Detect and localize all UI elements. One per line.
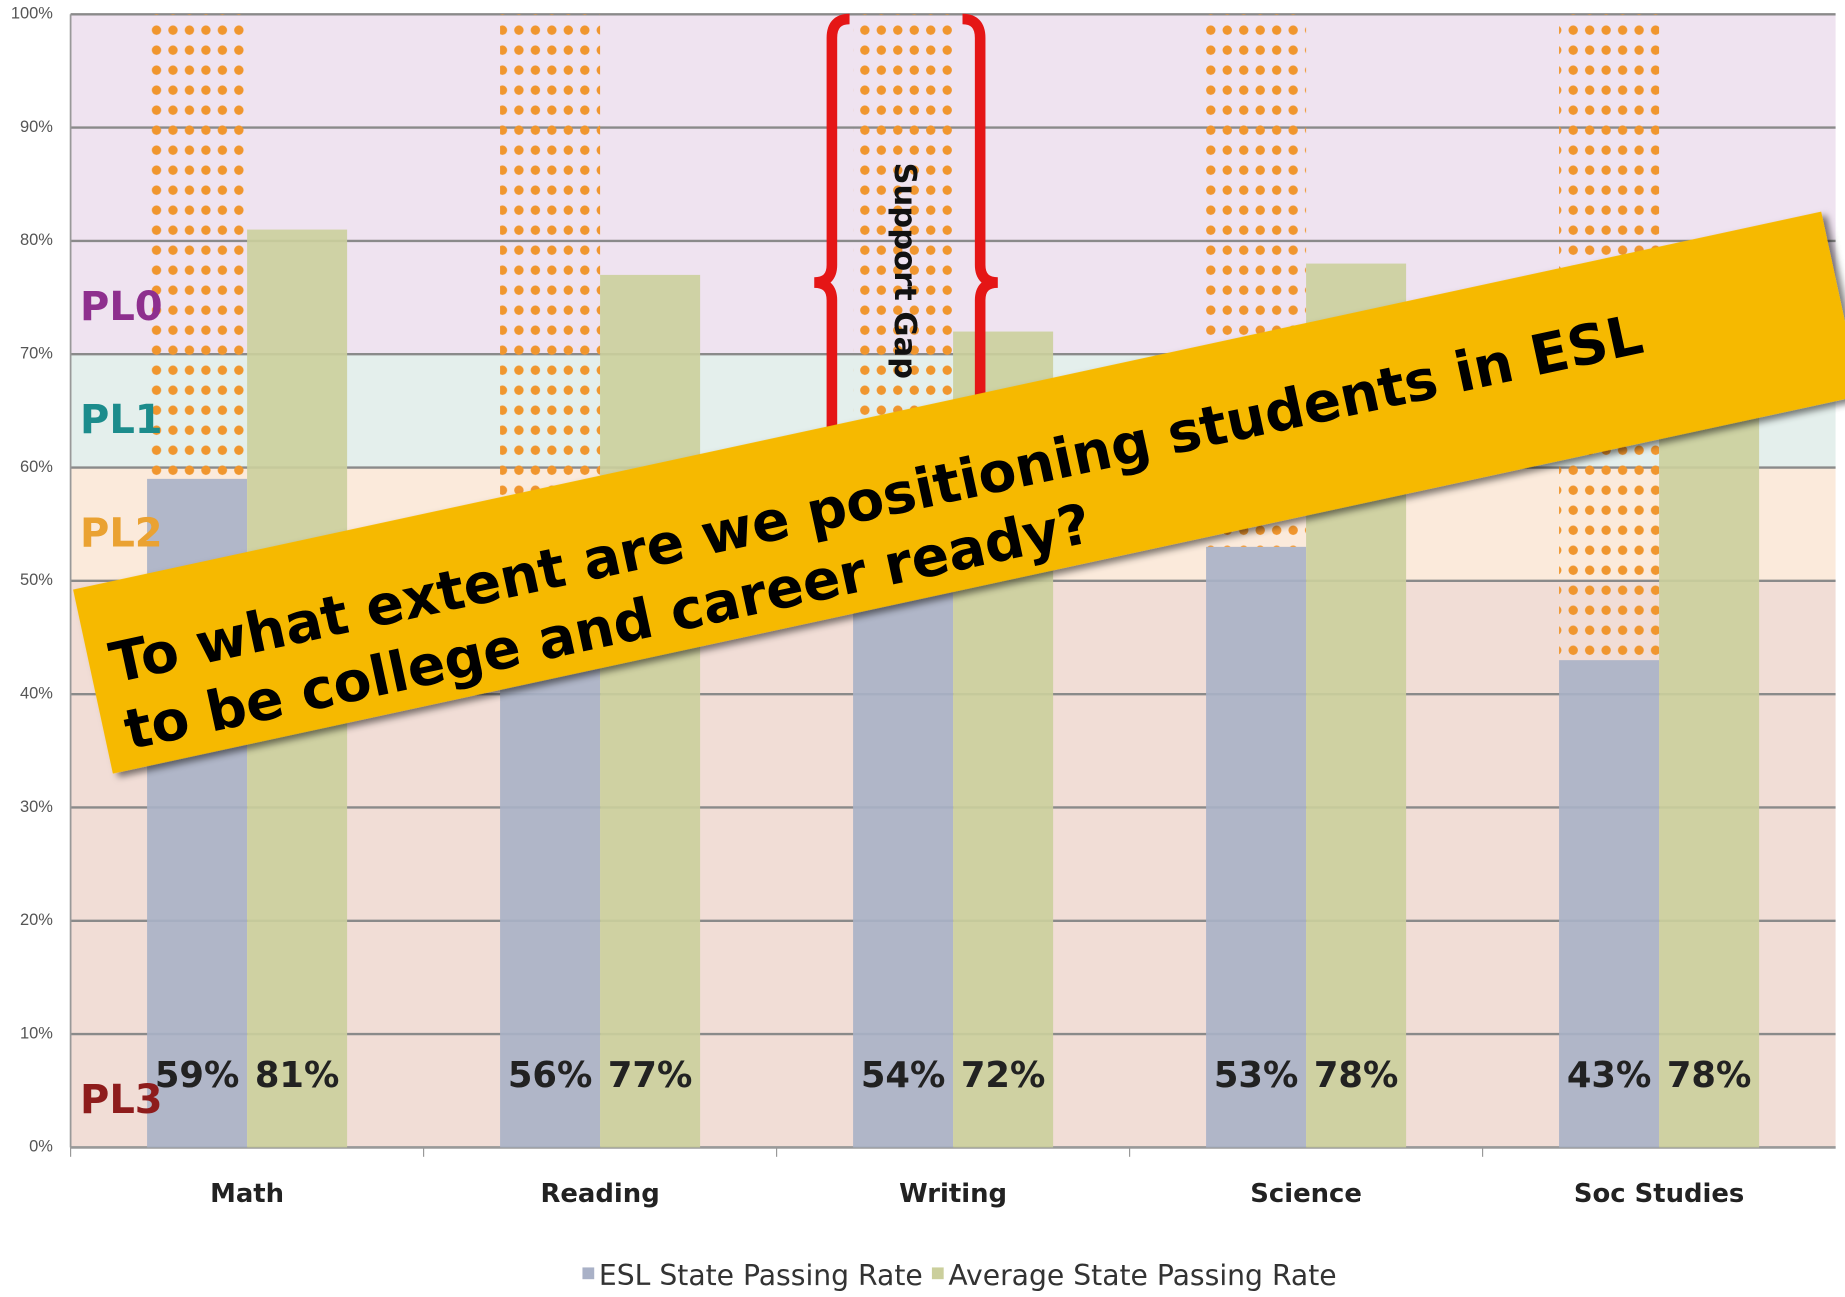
data-label: 81% [255, 1055, 339, 1096]
y-tick-label: 0% [29, 1138, 53, 1156]
x-tick-label: Writing [899, 1179, 1007, 1209]
band-label: PL1 [80, 397, 163, 443]
bar [853, 535, 954, 1148]
data-label: 53% [1214, 1055, 1298, 1096]
x-tick-label: Science [1250, 1179, 1362, 1209]
data-label: 56% [508, 1055, 592, 1096]
data-label: 72% [961, 1055, 1045, 1096]
y-tick-label: 100% [11, 5, 53, 23]
band-label: PL2 [80, 511, 163, 557]
x-tick-label: Soc Studies [1574, 1179, 1745, 1209]
bar [1206, 546, 1307, 1148]
data-label: 77% [608, 1055, 692, 1096]
y-tick-label: 20% [20, 911, 53, 929]
legend-label: ESL State Passing Rate [599, 1259, 923, 1292]
legend-label: Average State Passing Rate [948, 1259, 1336, 1292]
legend-swatch [582, 1267, 595, 1280]
gap-fill [147, 14, 248, 479]
y-tick-label: 90% [20, 118, 53, 136]
banner-box [73, 211, 1845, 774]
band-label: PL3 [80, 1077, 163, 1123]
right-brace [962, 13, 999, 436]
y-tick-label: 80% [20, 231, 53, 249]
y-tick-label: 30% [20, 798, 53, 816]
y-tick-label: 60% [20, 458, 53, 476]
legend-swatch [931, 1267, 944, 1280]
bar [1559, 660, 1660, 1148]
x-tick-label: Reading [540, 1179, 659, 1209]
left-brace [813, 13, 850, 436]
data-label: 59% [155, 1055, 239, 1096]
y-tick-label: 50% [20, 571, 53, 589]
data-label: 78% [1667, 1055, 1751, 1096]
annotation: Support Gap [887, 163, 922, 380]
x-tick-label: Math [210, 1179, 284, 1209]
bar [600, 274, 701, 1148]
y-tick-label: 40% [20, 684, 53, 702]
data-label: 54% [861, 1055, 945, 1096]
y-tick-label: 70% [20, 345, 53, 363]
y-tick-label: 10% [20, 1024, 53, 1042]
data-label: 43% [1567, 1055, 1651, 1096]
data-label: 78% [1314, 1055, 1398, 1096]
gap-fill [500, 14, 601, 513]
support-gap-bracket: Support Gap [813, 13, 999, 436]
band-label: PL0 [80, 284, 163, 330]
